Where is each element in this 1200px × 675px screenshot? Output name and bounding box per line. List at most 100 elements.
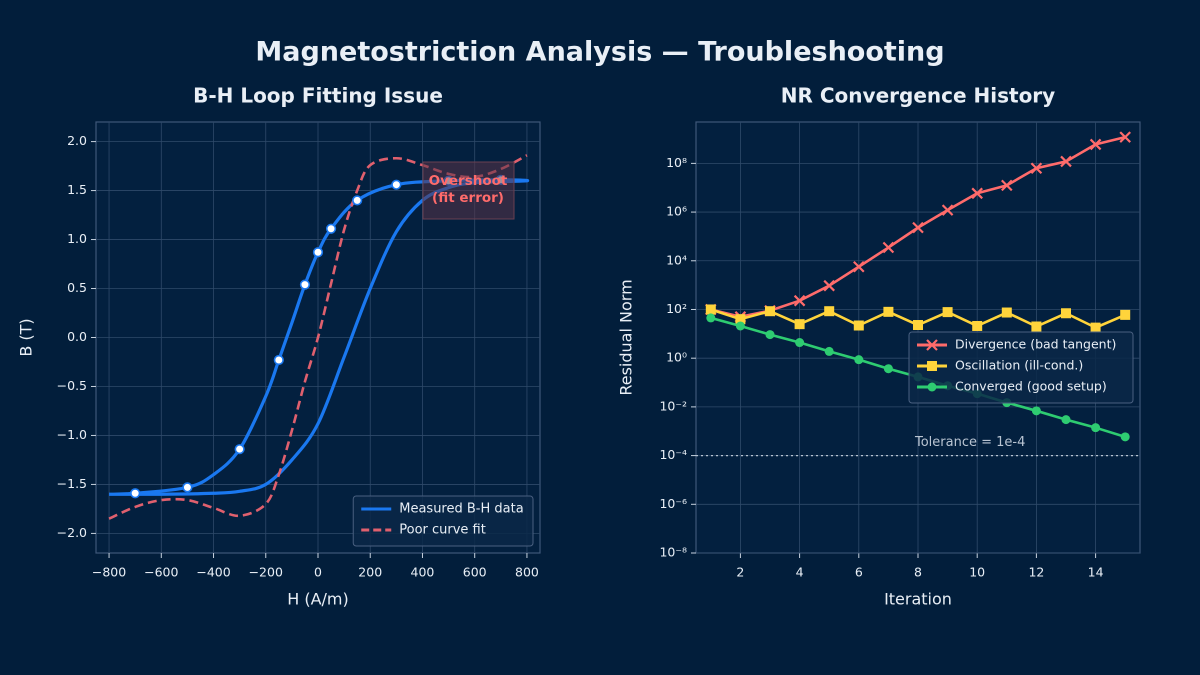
marker <box>1120 309 1131 320</box>
x-axis-label: H (A/m) <box>287 590 349 609</box>
x-tick-label: 800 <box>515 565 539 580</box>
legend-label: Measured B-H data <box>399 502 523 517</box>
annotation: (fit error) <box>432 190 504 206</box>
x-tick-label: 4 <box>796 565 804 580</box>
y-tick-label: −1.5 <box>57 476 87 491</box>
y-tick-label: 10⁸ <box>666 155 687 170</box>
data-point <box>182 482 193 493</box>
y-tick-label: 10⁰ <box>666 350 687 365</box>
x-tick-label: −200 <box>249 565 283 580</box>
y-tick-label: −1.0 <box>57 427 87 442</box>
x-tick-label: 0 <box>314 565 322 580</box>
marker <box>927 361 937 371</box>
annotation: Overshoot <box>429 173 508 189</box>
marker <box>1060 155 1072 168</box>
y-tick-label: 0.0 <box>67 329 87 344</box>
marker <box>853 320 864 331</box>
marker <box>1031 321 1042 332</box>
marker <box>823 279 835 292</box>
y-tick-label: −2.0 <box>57 525 87 540</box>
chart-title: B-H Loop Fitting Issue <box>193 84 443 108</box>
marker <box>912 221 924 234</box>
x-tick-label: 10 <box>969 565 985 580</box>
data-point <box>352 195 363 206</box>
marker <box>1061 308 1071 319</box>
data-point <box>299 279 311 290</box>
marker <box>882 241 895 254</box>
legend-label: Oscillation (ill-cond.) <box>955 358 1083 373</box>
y-tick-label: 10⁻² <box>659 398 687 413</box>
marker <box>824 346 834 356</box>
y-tick-label: 10⁻⁸ <box>659 545 687 560</box>
legend-label: Converged (good setup) <box>955 379 1107 394</box>
x-axis-label: Iteration <box>884 590 952 609</box>
data-point <box>391 179 402 190</box>
marker <box>1090 322 1101 333</box>
marker <box>1091 423 1101 433</box>
y-tick-label: 10⁻⁴ <box>659 447 687 462</box>
x-tick-label: 6 <box>855 565 863 580</box>
data-point <box>234 444 245 455</box>
data-point <box>325 223 337 234</box>
annotation-box <box>422 161 515 220</box>
legend-label: Divergence (bad tangent) <box>955 337 1116 352</box>
marker <box>795 338 805 348</box>
legend-box <box>352 495 534 547</box>
marker <box>765 330 775 340</box>
marker <box>971 187 983 200</box>
x-tick-label: −400 <box>196 565 230 580</box>
marker <box>824 306 835 317</box>
legend-label: Poor curve fit <box>399 523 486 538</box>
x-tick-label: −600 <box>144 565 178 580</box>
marker <box>926 339 938 351</box>
tolerance-label: Tolerance = 1e-4 <box>914 435 1025 450</box>
marker <box>854 355 864 365</box>
marker <box>1089 138 1102 151</box>
marker <box>1120 432 1130 442</box>
marker <box>913 320 923 331</box>
chart-title: NR Convergence History <box>781 84 1055 108</box>
marker <box>794 319 805 330</box>
x-tick-label: 400 <box>411 565 435 580</box>
data-point <box>312 247 324 258</box>
x-tick-label: 600 <box>463 565 487 580</box>
y-tick-label: 0.5 <box>67 280 87 295</box>
marker <box>705 304 716 315</box>
y-axis-label: Residual Norm <box>617 279 636 395</box>
x-tick-label: 8 <box>914 565 922 580</box>
marker <box>1001 307 1012 318</box>
y-tick-label: 10⁶ <box>666 204 687 219</box>
marker <box>927 382 937 392</box>
marker <box>735 321 745 331</box>
y-tick-label: 10⁻⁶ <box>659 496 687 511</box>
marker <box>1061 415 1071 425</box>
marker <box>1030 162 1043 175</box>
marker <box>1031 406 1041 416</box>
marker <box>941 204 954 216</box>
y-tick-label: 1.0 <box>67 231 87 246</box>
x-tick-label: 2 <box>736 565 744 580</box>
x-tick-label: −800 <box>92 565 126 580</box>
legend: Divergence (bad tangent) Oscillation (ill… <box>908 331 1134 404</box>
marker <box>706 313 716 323</box>
marker <box>883 364 893 374</box>
y-tick-label: −0.5 <box>57 378 87 393</box>
figure-title: Magnetostriction Analysis — Troubleshoot… <box>255 37 944 68</box>
x-tick-label: 12 <box>1028 565 1044 580</box>
marker <box>1119 131 1131 143</box>
marker <box>1001 179 1013 192</box>
data-point <box>130 488 141 499</box>
y-tick-label: 10² <box>666 301 687 316</box>
legend: Measured B-H data Poor curve fit <box>352 495 534 547</box>
x-tick-label: 14 <box>1088 565 1104 580</box>
y-axis-label: B (T) <box>17 318 36 356</box>
marker <box>735 314 746 325</box>
y-tick-label: 10⁴ <box>666 252 687 267</box>
marker <box>883 306 894 317</box>
data-point <box>273 354 284 366</box>
y-tick-label: 2.0 <box>67 133 87 148</box>
marker <box>853 260 865 273</box>
marker <box>972 320 983 331</box>
marker <box>765 306 775 317</box>
